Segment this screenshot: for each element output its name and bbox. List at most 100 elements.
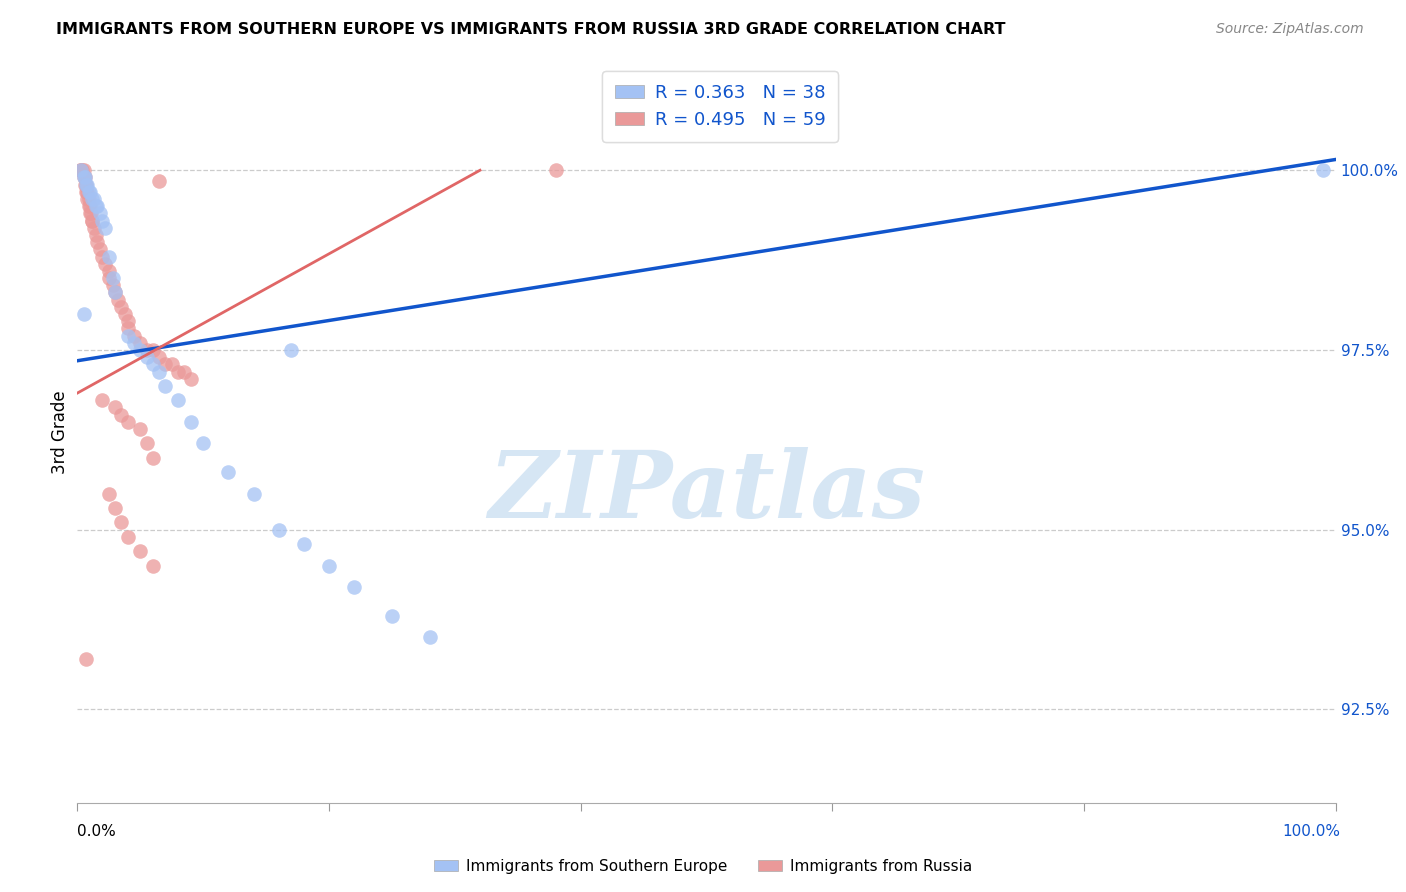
- Point: [73, 170, 96, 185]
- Point: [107, 293, 129, 307]
- Point: [544, 163, 567, 178]
- Point: [82, 213, 104, 227]
- Point: [155, 357, 177, 371]
- Point: [142, 357, 165, 371]
- Point: [84, 227, 107, 242]
- Point: [82, 192, 104, 206]
- Point: [148, 174, 170, 188]
- Point: [167, 365, 190, 379]
- Point: [167, 393, 190, 408]
- Point: [110, 300, 132, 314]
- Point: [129, 335, 152, 350]
- Point: [117, 530, 139, 544]
- Point: [75, 185, 97, 199]
- Point: [79, 199, 101, 213]
- Point: [142, 558, 165, 573]
- Point: [94, 220, 117, 235]
- Point: [142, 450, 165, 465]
- Point: [94, 257, 117, 271]
- Point: [73, 170, 96, 185]
- Point: [180, 372, 202, 386]
- Point: [75, 178, 97, 192]
- Point: [142, 343, 165, 357]
- Point: [97, 264, 120, 278]
- Point: [82, 213, 104, 227]
- Point: [104, 285, 127, 300]
- Point: [129, 544, 152, 558]
- Point: [84, 199, 107, 213]
- Point: [117, 314, 139, 328]
- Point: [76, 185, 98, 199]
- Point: [72, 307, 94, 321]
- Point: [73, 178, 96, 192]
- Point: [79, 206, 101, 220]
- Point: [160, 357, 183, 371]
- Point: [318, 558, 340, 573]
- Point: [77, 199, 100, 213]
- Point: [110, 516, 132, 530]
- Text: 0.0%: 0.0%: [77, 824, 117, 838]
- Point: [135, 343, 157, 357]
- Point: [83, 192, 105, 206]
- Text: 100.0%: 100.0%: [1282, 824, 1340, 838]
- Point: [97, 250, 120, 264]
- Point: [77, 185, 100, 199]
- Point: [135, 436, 157, 450]
- Point: [129, 343, 152, 357]
- Point: [129, 422, 152, 436]
- Point: [72, 163, 94, 178]
- Point: [343, 580, 366, 594]
- Text: IMMIGRANTS FROM SOUTHERN EUROPE VS IMMIGRANTS FROM RUSSIA 3RD GRADE CORRELATION : IMMIGRANTS FROM SOUTHERN EUROPE VS IMMIG…: [56, 22, 1005, 37]
- Point: [97, 486, 120, 500]
- Text: Source: ZipAtlas.com: Source: ZipAtlas.com: [1216, 22, 1364, 37]
- Point: [79, 185, 101, 199]
- Point: [101, 278, 124, 293]
- Text: ZIPatlas: ZIPatlas: [488, 447, 925, 537]
- Point: [104, 285, 127, 300]
- Point: [1312, 163, 1334, 178]
- Point: [77, 192, 100, 206]
- Point: [267, 523, 290, 537]
- Point: [70, 163, 93, 178]
- Point: [117, 328, 139, 343]
- Point: [86, 235, 108, 249]
- Point: [76, 192, 98, 206]
- Point: [280, 343, 302, 357]
- Point: [91, 393, 114, 408]
- Legend: Immigrants from Southern Europe, Immigrants from Russia: Immigrants from Southern Europe, Immigra…: [427, 853, 979, 880]
- Point: [381, 608, 404, 623]
- Y-axis label: 3rd Grade: 3rd Grade: [51, 391, 69, 475]
- Point: [91, 213, 114, 227]
- Point: [242, 486, 264, 500]
- Point: [89, 243, 111, 257]
- Point: [292, 537, 315, 551]
- Point: [117, 321, 139, 335]
- Point: [117, 415, 139, 429]
- Point: [70, 163, 93, 178]
- Point: [69, 163, 91, 178]
- Point: [114, 307, 136, 321]
- Point: [148, 365, 170, 379]
- Point: [101, 271, 124, 285]
- Point: [155, 379, 177, 393]
- Point: [104, 401, 127, 415]
- Point: [110, 408, 132, 422]
- Point: [122, 328, 145, 343]
- Point: [91, 250, 114, 264]
- Point: [83, 220, 105, 235]
- Point: [180, 415, 202, 429]
- Point: [122, 335, 145, 350]
- Point: [80, 206, 103, 220]
- Point: [217, 465, 239, 479]
- Point: [75, 178, 97, 192]
- Legend: R = 0.363   N = 38, R = 0.495   N = 59: R = 0.363 N = 38, R = 0.495 N = 59: [602, 71, 838, 142]
- Point: [76, 178, 98, 192]
- Point: [419, 631, 441, 645]
- Point: [191, 436, 215, 450]
- Point: [75, 652, 97, 666]
- Point: [148, 350, 170, 364]
- Point: [72, 170, 94, 185]
- Point: [72, 163, 94, 178]
- Point: [89, 206, 111, 220]
- Point: [97, 271, 120, 285]
